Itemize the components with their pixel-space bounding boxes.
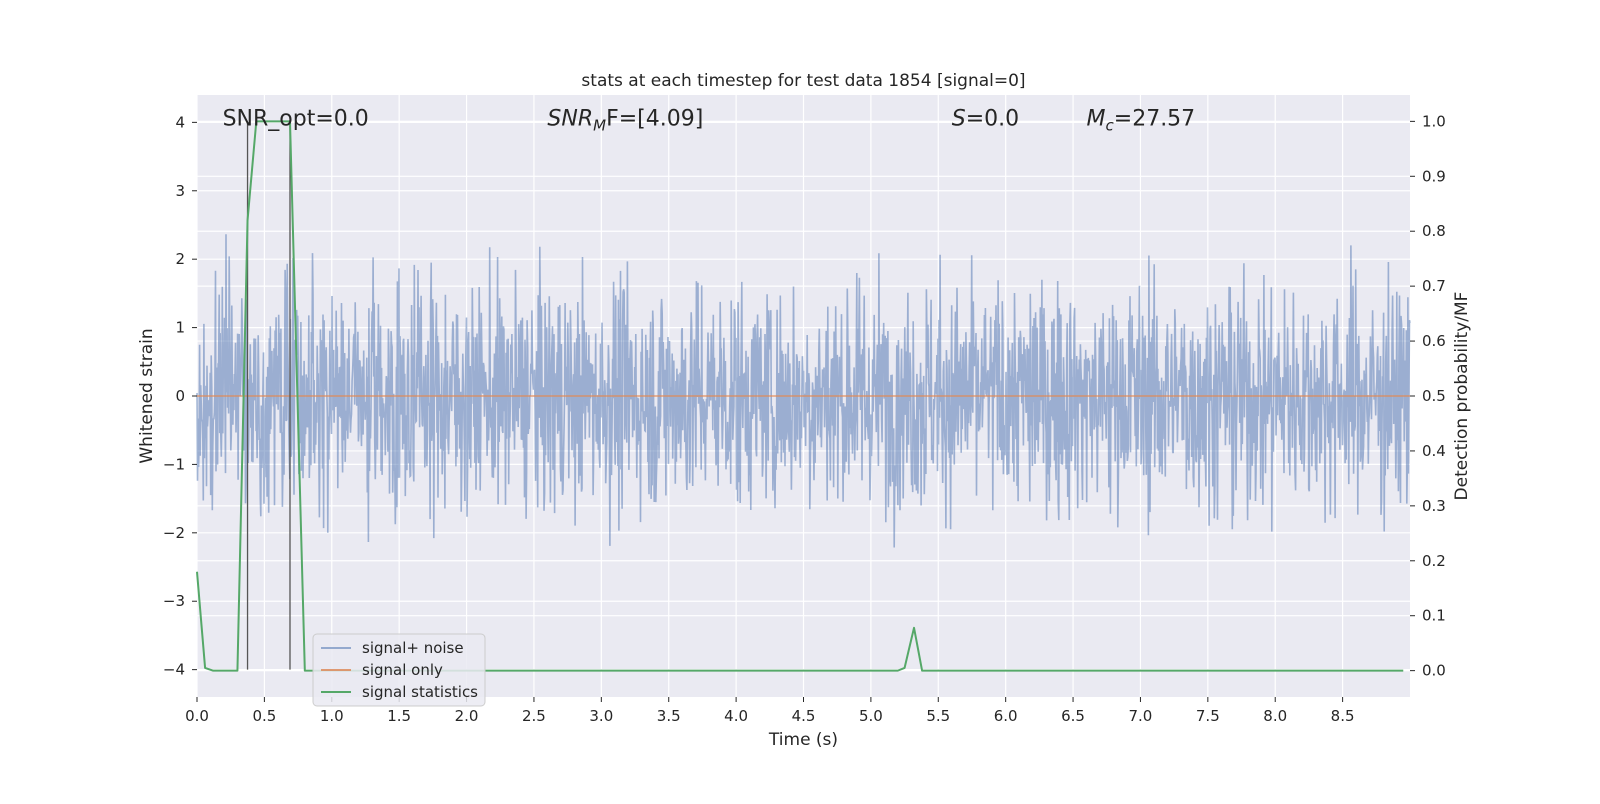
x-tick-label: 2.5 [522,707,546,725]
x-tick-label: 8.0 [1263,707,1287,725]
x-tick-label: 0.0 [185,707,209,725]
y-axis-label-left: Whitened strain [137,328,157,463]
annotation-italic: M [1087,106,1106,131]
annotation-text: S=0.0 [952,106,1019,131]
annotation-tail: =27.57 [1114,106,1195,131]
x-tick-label: 1.0 [320,707,344,725]
annotation-italic: S [952,106,966,131]
y-right-tick-label: 0.2 [1422,552,1446,570]
y-right-tick-label: 0.9 [1422,167,1446,185]
annotation-tail: =0.0 [966,106,1019,131]
series-signal-statistics [196,120,1404,672]
y-right-tick-label: 0.5 [1422,387,1446,405]
y-right-tick-label: 0.4 [1422,442,1446,460]
x-tick-label: 4.0 [724,707,748,725]
annotation-subscript: c [1106,116,1115,134]
y-axis-label-right: Detection probability/MF [1452,292,1472,501]
y-left-tick-label: 3 [175,182,185,200]
x-tick-label: 8.5 [1331,707,1355,725]
annotations: SNR_opt=0.0 SNRMF=[4.09] S=0.0 Mc=27.57 [223,106,1196,134]
y-left-tick-label: 0 [175,387,185,405]
x-tick-label: 3.5 [657,707,681,725]
annotation-tail: F=[4.09] [606,106,703,131]
y-left-tick-label: −2 [163,524,185,542]
series-line-signal-statistics [196,120,1404,672]
y-right-tick-label: 0.3 [1422,497,1446,515]
legend: signal+ noise signal only signal statistic… [312,633,486,707]
x-tick-label: 6.0 [994,707,1018,725]
legend-label: signal+ noise [362,639,464,657]
x-tick-label: 5.5 [926,707,950,725]
chart-title: stats at each timestep for test data 185… [581,71,1025,91]
annotation-text: Mc=27.57 [1087,106,1196,134]
x-tick-label: 5.0 [859,707,883,725]
series-line-signal-noise [196,234,1411,548]
legend-label: signal statistics [362,683,478,701]
y-right-tick-label: 0.8 [1422,222,1446,240]
y-left-tick-label: 2 [175,250,185,268]
y-right-tick-label: 1.0 [1422,112,1446,130]
y-right-tick-label: 0.6 [1422,332,1446,350]
x-tick-label: 2.0 [455,707,479,725]
x-tick-label: 4.5 [792,707,816,725]
y-left-tick-label: 1 [175,319,185,337]
annotation-text: SNR_opt=0.0 [223,106,369,131]
series-signal-noise [196,234,1411,548]
x-tick-label: 0.5 [252,707,276,725]
x-tick-label: 6.5 [1061,707,1085,725]
x-tick-label: 3.0 [589,707,613,725]
axes: 0.0 0.5 1.0 1.5 2.0 2.5 3.0 3.5 4.0 4.5 5.0 5.5 6.0 6… [163,112,1446,725]
x-tick-label: 1.5 [387,707,411,725]
y-left-tick-label: −4 [163,661,185,679]
y-right-tick-label: 0.0 [1422,662,1446,680]
y-right-tick-label: 0.1 [1422,607,1446,625]
annotation-subscript: M [593,116,606,134]
legend-box [312,633,486,707]
legend-label: signal only [362,661,443,679]
x-tick-label: 7.5 [1196,707,1220,725]
y-left-tick-label: −3 [163,592,185,610]
annotation-italic: SNR [547,106,593,131]
y-left-tick-label: 4 [175,113,185,131]
x-axis-label: Time (s) [768,730,838,750]
annotation-text: SNRMF=[4.09] [547,106,703,134]
y-left-tick-label: −1 [163,455,185,473]
y-right-tick-label: 0.7 [1422,277,1446,295]
x-tick-label: 7.0 [1129,707,1153,725]
